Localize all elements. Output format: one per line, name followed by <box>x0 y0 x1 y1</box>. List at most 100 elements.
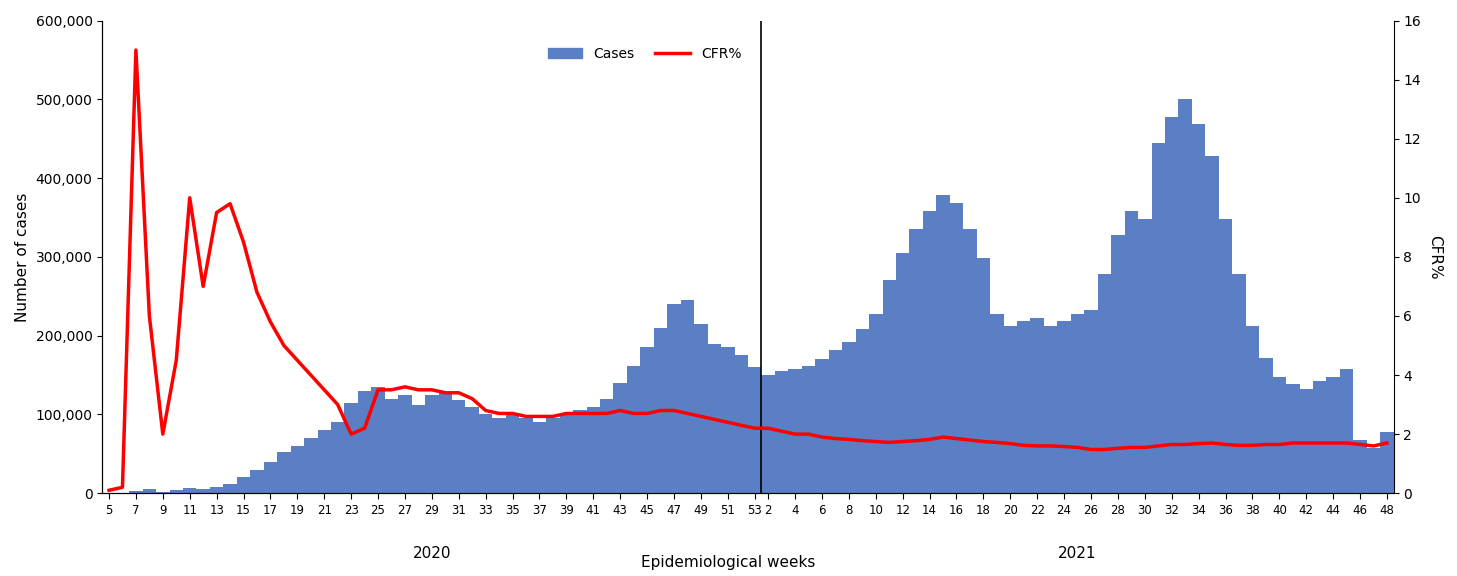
Bar <box>1354 439 1367 493</box>
Y-axis label: Number of cases: Number of cases <box>15 192 31 321</box>
Bar <box>1125 211 1138 493</box>
Bar <box>156 492 169 493</box>
Bar <box>1272 377 1287 493</box>
Bar <box>950 203 963 493</box>
Bar <box>1205 156 1220 493</box>
Bar <box>694 324 708 493</box>
Bar <box>358 391 372 493</box>
Bar <box>1030 319 1043 493</box>
Bar <box>559 415 573 493</box>
Bar <box>1233 274 1246 493</box>
Bar <box>747 367 762 493</box>
Bar <box>465 407 479 493</box>
Bar <box>600 399 613 493</box>
Bar <box>775 371 788 493</box>
Bar <box>1326 377 1340 493</box>
Bar <box>533 422 546 493</box>
Bar <box>1220 219 1233 493</box>
Bar <box>573 411 587 493</box>
Bar <box>801 366 816 493</box>
Bar <box>937 195 950 493</box>
Bar <box>506 415 519 493</box>
Bar <box>1071 313 1084 493</box>
Bar <box>1151 143 1166 493</box>
Bar <box>169 490 184 493</box>
Bar <box>963 229 976 493</box>
Bar <box>788 369 801 493</box>
Bar <box>991 313 1004 493</box>
Bar <box>519 418 533 493</box>
Bar <box>816 359 829 493</box>
Bar <box>708 343 721 493</box>
Bar <box>868 313 883 493</box>
Bar <box>290 446 305 493</box>
Bar <box>1380 432 1394 493</box>
Bar <box>1179 99 1192 493</box>
Y-axis label: CFR%: CFR% <box>1426 234 1442 279</box>
Bar <box>1313 381 1326 493</box>
Bar <box>1367 448 1380 493</box>
Bar <box>452 400 465 493</box>
Bar <box>372 387 385 493</box>
Bar <box>734 355 747 493</box>
Text: Epidemiological weeks: Epidemiological weeks <box>641 555 816 570</box>
Bar <box>184 488 197 493</box>
Bar <box>318 430 331 493</box>
Bar <box>197 489 210 493</box>
Bar <box>922 211 937 493</box>
Bar <box>223 484 237 493</box>
Bar <box>829 350 842 493</box>
Bar <box>1043 326 1058 493</box>
Bar <box>264 462 277 493</box>
Bar <box>398 395 412 493</box>
Bar <box>237 478 251 493</box>
Bar <box>896 253 909 493</box>
Bar <box>1287 385 1300 493</box>
Bar <box>680 300 694 493</box>
Bar <box>1300 389 1313 493</box>
Bar <box>331 422 344 493</box>
Bar <box>479 415 492 493</box>
Bar <box>1097 274 1112 493</box>
Bar <box>1084 310 1097 493</box>
Bar <box>1259 358 1272 493</box>
Bar <box>344 403 358 493</box>
Bar <box>627 366 641 493</box>
Bar <box>1192 124 1205 493</box>
Bar <box>546 418 559 493</box>
Bar <box>143 489 156 493</box>
Bar <box>1166 116 1179 493</box>
Bar <box>842 342 855 493</box>
Bar <box>305 438 318 493</box>
Bar <box>385 399 398 493</box>
Bar <box>439 392 452 493</box>
Bar <box>1004 326 1017 493</box>
Bar <box>721 347 734 493</box>
Bar <box>762 375 775 493</box>
Bar <box>909 229 922 493</box>
Bar <box>1058 321 1071 493</box>
Text: 2020: 2020 <box>412 546 452 561</box>
Bar <box>1138 219 1151 493</box>
Bar <box>654 328 667 493</box>
Bar <box>277 452 290 493</box>
Bar <box>130 491 143 493</box>
Bar <box>1017 321 1030 493</box>
Bar <box>492 418 506 493</box>
Legend: Cases, CFR%: Cases, CFR% <box>542 41 747 67</box>
Bar <box>412 405 425 493</box>
Bar <box>425 395 439 493</box>
Bar <box>1340 369 1354 493</box>
Bar <box>251 469 264 493</box>
Bar <box>641 347 654 493</box>
Bar <box>1246 326 1259 493</box>
Bar <box>210 487 223 493</box>
Bar <box>667 304 680 493</box>
Bar <box>855 329 868 493</box>
Bar <box>115 492 130 493</box>
Bar <box>976 259 991 493</box>
Bar <box>587 407 600 493</box>
Text: 2021: 2021 <box>1058 546 1097 561</box>
Bar <box>883 281 896 493</box>
Bar <box>613 383 627 493</box>
